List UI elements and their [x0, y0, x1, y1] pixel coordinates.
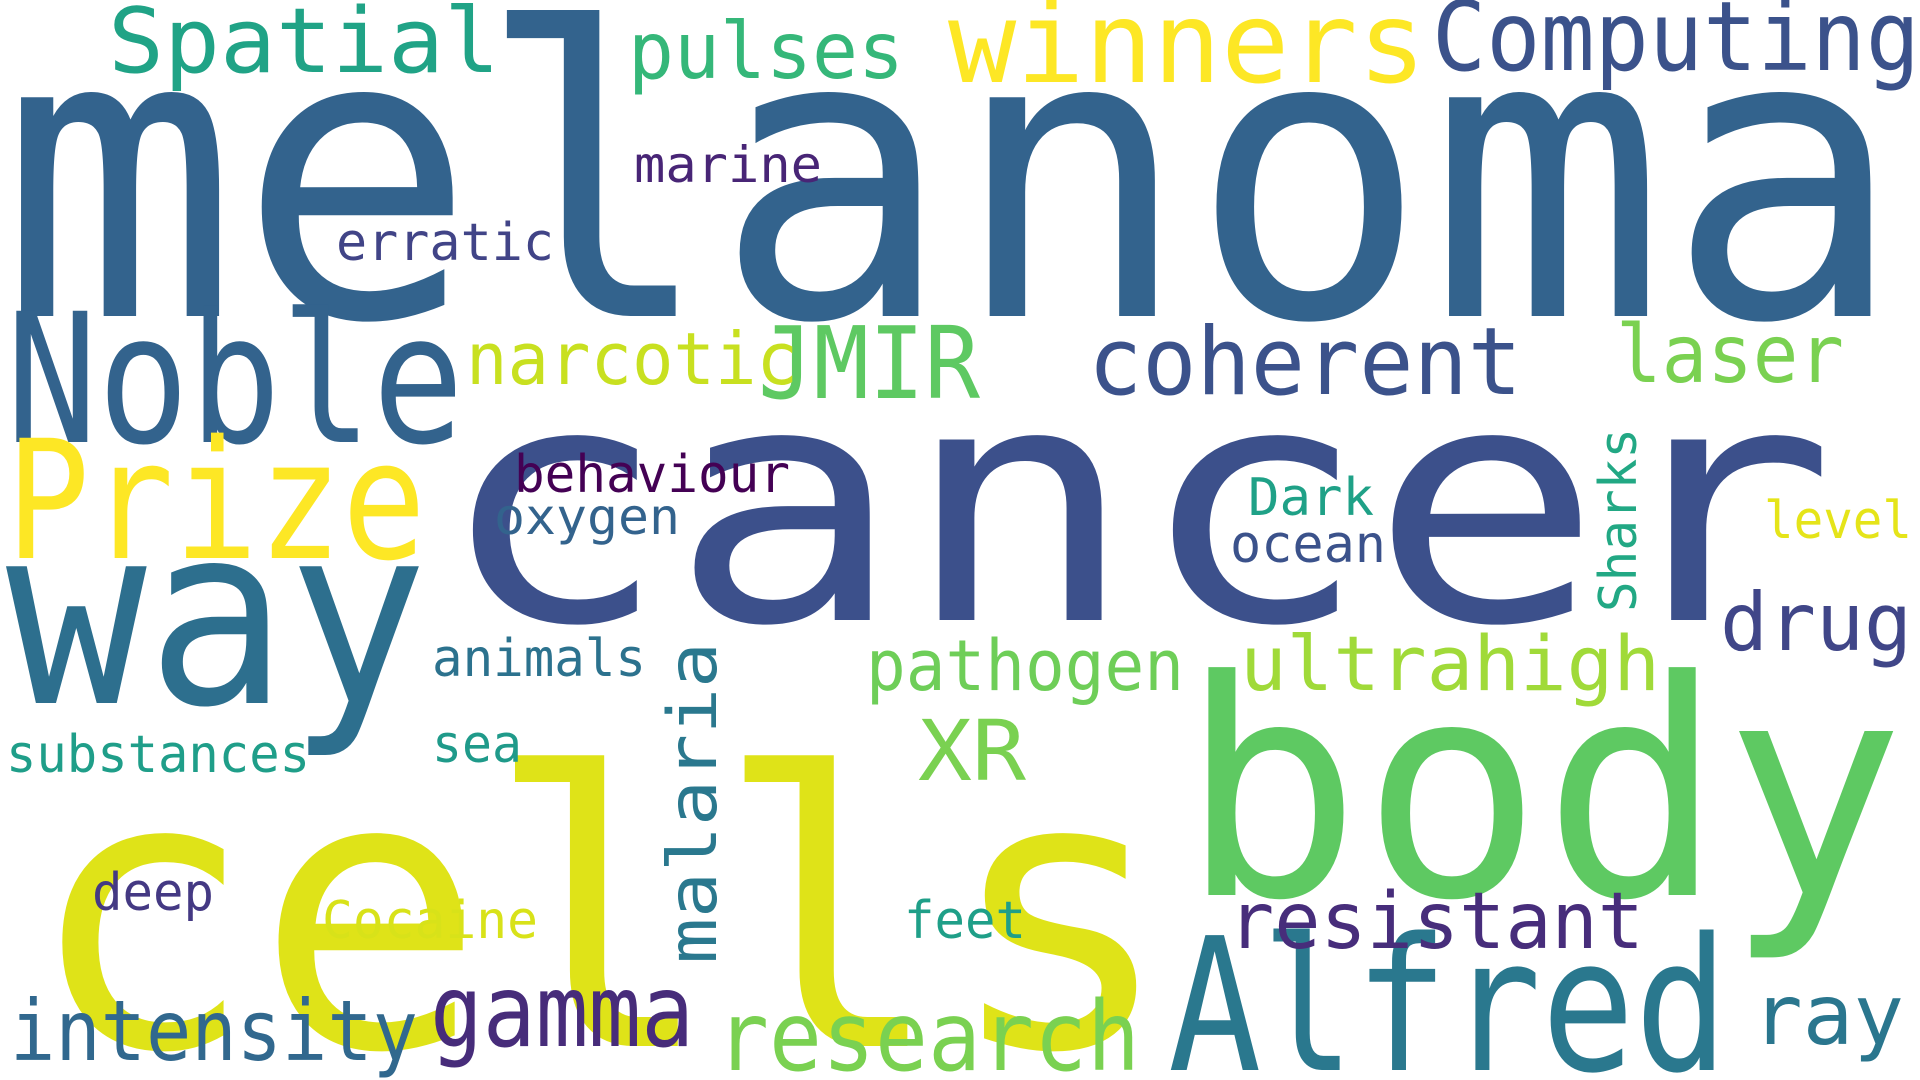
word-way: way	[6, 471, 428, 762]
word-animals: animals	[432, 629, 646, 689]
word-oxygen: oxygen	[494, 488, 680, 546]
word-cancer: cancer	[436, 314, 1836, 698]
word-melanoma: melanoma	[0, 0, 1904, 411]
word-pulses: pulses	[628, 7, 904, 97]
word-coherent: coherent	[1088, 308, 1522, 417]
word-ray: ray	[1752, 966, 1904, 1064]
word-spatial: Spatial	[108, 0, 500, 94]
word-laser: laser	[1616, 308, 1844, 401]
word-drug: drug	[1720, 576, 1912, 669]
word-marine: marine	[634, 136, 822, 194]
word-cells: cells	[26, 693, 1174, 1080]
word-prize: Prize	[6, 405, 426, 597]
word-level: level	[1764, 491, 1912, 551]
word-intensity: intensity	[10, 982, 418, 1080]
word-feet: feet	[904, 891, 1026, 951]
word-behaviour: behaviour	[514, 445, 790, 505]
word-noble: Noble	[6, 276, 464, 485]
word-alfred: Alfred	[1168, 898, 1728, 1080]
word-substances: substances	[6, 725, 310, 785]
word-sea: sea	[432, 715, 522, 775]
word-xr: XR	[918, 702, 1026, 800]
word-erratic: erratic	[336, 213, 554, 273]
word-malaria: malaria	[654, 642, 733, 964]
word-narcotic: narcotic	[466, 317, 798, 401]
word-computing: Computing	[1432, 0, 1920, 93]
word-pathogen: pathogen	[866, 625, 1184, 707]
word-jmir: JMIR	[758, 305, 981, 422]
word-deep: deep	[92, 863, 214, 923]
word-body: body	[1180, 617, 1905, 966]
word-research: research	[716, 981, 1140, 1080]
word-dark: Dark	[1248, 468, 1374, 528]
word-cocaine: Cocaine	[322, 891, 538, 951]
word-winners: winners	[948, 0, 1426, 109]
word-gamma: gamma	[430, 953, 694, 1070]
word-ultrahigh: ultrahigh	[1240, 619, 1660, 708]
word-sharks: Sharks	[1589, 428, 1649, 612]
word-resistant: resistant	[1228, 877, 1644, 967]
word-ocean: ocean	[1230, 515, 1386, 575]
